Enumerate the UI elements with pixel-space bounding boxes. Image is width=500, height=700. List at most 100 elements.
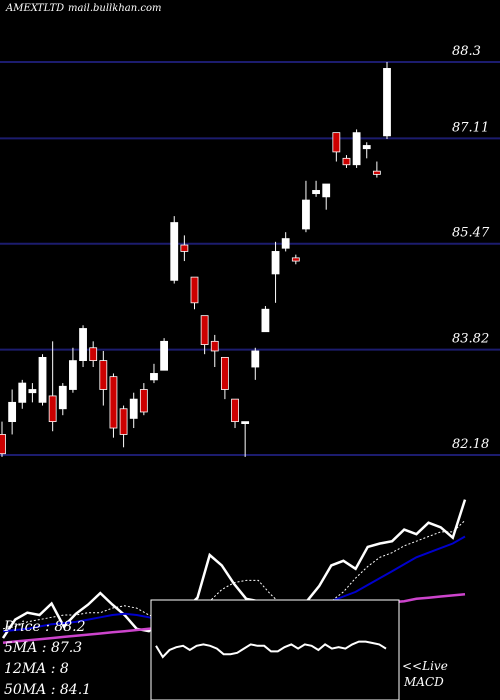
header-exchange: AMEX [5,3,39,14]
candle [210,334,219,368]
candlesticks [0,62,391,457]
candle-body-down [89,347,98,362]
candle-body-up [322,183,331,198]
candle-body-up [58,385,67,410]
price-level-label: 85.47 [452,226,490,241]
header-site: mail.bullkhan.com [68,3,161,14]
candle-body-up [383,68,391,137]
series-line-price [1,499,467,639]
candle [89,341,98,368]
candle [200,315,209,355]
candle [251,347,260,380]
candle [261,306,270,333]
candle [129,392,138,429]
candle [332,132,341,162]
candle [190,276,199,310]
candle [241,421,250,457]
candle [220,356,229,400]
candle [58,383,67,416]
candle-body-down [200,315,209,345]
candle-body-up [79,328,87,362]
candle [342,155,351,168]
candle [150,363,158,384]
candle [180,235,189,262]
candle-body-up [241,421,250,425]
candle [119,405,128,448]
header-symbol: TLTD [37,3,64,14]
candle-body-down [231,398,239,423]
legend-12ma: 12MA : 8 [4,661,69,677]
candle [28,383,37,403]
candle [322,183,331,210]
candle-body-down [99,360,108,390]
candle [312,180,320,197]
macd-series-line [155,640,387,659]
candle [291,254,300,265]
candle [18,379,27,409]
candle-body-down [291,257,300,262]
candle [231,398,239,429]
candle [99,350,108,406]
candle-body-down [180,244,189,252]
macd-panel [150,599,400,700]
candle [0,421,6,457]
candle-body-down [0,434,6,455]
candle [352,129,361,168]
candle [69,347,77,393]
candle [160,338,169,371]
price-level-label: 82.18 [452,437,489,452]
candle-body-down [190,276,199,304]
candle [271,241,280,303]
candle-body-up [69,360,77,390]
candle [372,161,381,178]
candle-body-up [261,308,270,333]
macd-line [155,640,387,659]
candle-body-up [352,132,361,166]
candle-body-down [119,408,128,435]
candle [362,142,371,159]
candle-body-down [372,170,381,175]
candle-body-down [48,395,57,423]
candle [139,383,148,416]
candle [8,389,17,435]
legend-5ma: 5MA : 87.3 [4,640,82,656]
candle-body-down [109,376,118,429]
candle-body-up [271,251,280,275]
candle-body-down [139,389,148,413]
candle-body-down [220,356,229,390]
series-line-5ma [2,520,466,630]
price-level-label: 88.3 [452,44,481,59]
candle [281,232,290,252]
candle [38,354,47,406]
candle-body-up [281,238,290,249]
candle-body-up [38,356,47,403]
candle [48,341,57,432]
price-level-label: 87.11 [452,120,489,135]
legend-50ma: 50MA : 84.1 [4,682,91,698]
candle-body-up [251,350,260,368]
candle-body-up [312,190,320,195]
candle-body-up [170,222,179,281]
candle [109,373,118,438]
price-level-label: 83.82 [452,332,489,347]
candle-body-up [129,398,138,419]
candle-body-down [342,157,351,166]
candle-body-up [160,340,169,371]
candle-body-down [332,132,341,153]
candle-body-up [28,389,37,394]
legend-price: Price : 88.2 [3,619,86,635]
candle-body-up [150,373,158,381]
candle [383,62,391,140]
macd-title-label: MACD [403,675,444,689]
candle-body-down [210,340,219,352]
macd-live-label: <<Live [402,659,448,673]
candle-body-up [18,382,27,403]
candle-body-up [362,145,371,150]
candle [79,325,87,368]
candle-body-up [302,199,310,230]
candle [170,216,179,284]
candle [302,180,310,233]
candle-body-up [8,401,17,423]
